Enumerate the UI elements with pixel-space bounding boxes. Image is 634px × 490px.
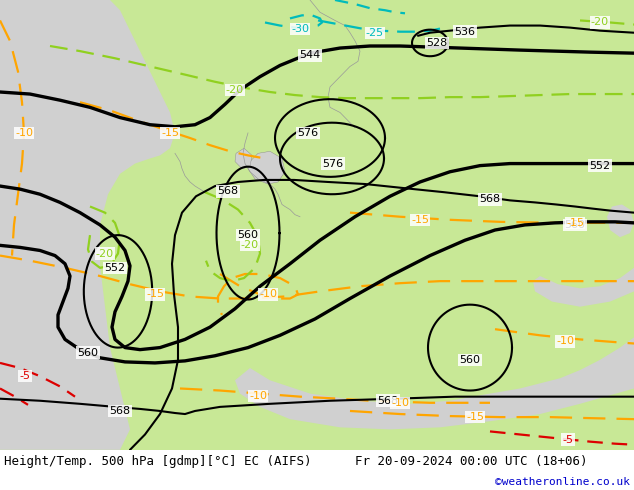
Text: -10: -10 xyxy=(15,128,33,138)
Polygon shape xyxy=(248,151,285,184)
Text: -10: -10 xyxy=(391,398,409,408)
Text: -5: -5 xyxy=(20,371,30,381)
Text: 560: 560 xyxy=(238,230,259,240)
Polygon shape xyxy=(0,0,175,450)
Text: 576: 576 xyxy=(323,159,344,169)
Text: 568: 568 xyxy=(377,396,399,406)
Text: -20: -20 xyxy=(591,18,609,27)
Text: 560: 560 xyxy=(77,348,98,358)
Text: -20: -20 xyxy=(226,85,244,95)
Text: -15: -15 xyxy=(466,412,484,422)
Text: -15: -15 xyxy=(161,128,179,138)
Text: 576: 576 xyxy=(297,128,318,138)
Text: -10: -10 xyxy=(556,337,574,346)
Text: 568: 568 xyxy=(110,406,131,416)
Text: -10: -10 xyxy=(249,391,267,401)
Polygon shape xyxy=(0,0,140,107)
Text: 568: 568 xyxy=(479,195,501,204)
Text: -5: -5 xyxy=(562,435,574,444)
Text: Height/Temp. 500 hPa [gdmp][°C] EC (AIFS): Height/Temp. 500 hPa [gdmp][°C] EC (AIFS… xyxy=(4,455,311,468)
Text: 544: 544 xyxy=(299,50,321,60)
Text: ©weatheronline.co.uk: ©weatheronline.co.uk xyxy=(495,477,630,487)
Text: 560: 560 xyxy=(564,220,586,230)
Text: -15: -15 xyxy=(411,215,429,225)
Text: 536: 536 xyxy=(455,26,476,37)
Text: 568: 568 xyxy=(217,186,238,196)
Text: 552: 552 xyxy=(590,161,611,171)
Text: -15: -15 xyxy=(146,290,164,299)
Text: -10: -10 xyxy=(259,290,277,299)
Text: 560: 560 xyxy=(460,355,481,365)
Polygon shape xyxy=(235,337,634,429)
Text: Fr 20-09-2024 00:00 UTC (18+06): Fr 20-09-2024 00:00 UTC (18+06) xyxy=(355,455,588,468)
Text: -15: -15 xyxy=(566,218,584,228)
Polygon shape xyxy=(235,148,252,169)
Text: -20: -20 xyxy=(241,241,259,250)
Text: 528: 528 xyxy=(427,38,448,48)
Text: -20: -20 xyxy=(96,248,114,259)
Text: -25: -25 xyxy=(366,28,384,38)
Text: 552: 552 xyxy=(105,263,126,273)
Polygon shape xyxy=(607,204,634,237)
Polygon shape xyxy=(533,268,634,307)
Text: -30: -30 xyxy=(291,24,309,34)
